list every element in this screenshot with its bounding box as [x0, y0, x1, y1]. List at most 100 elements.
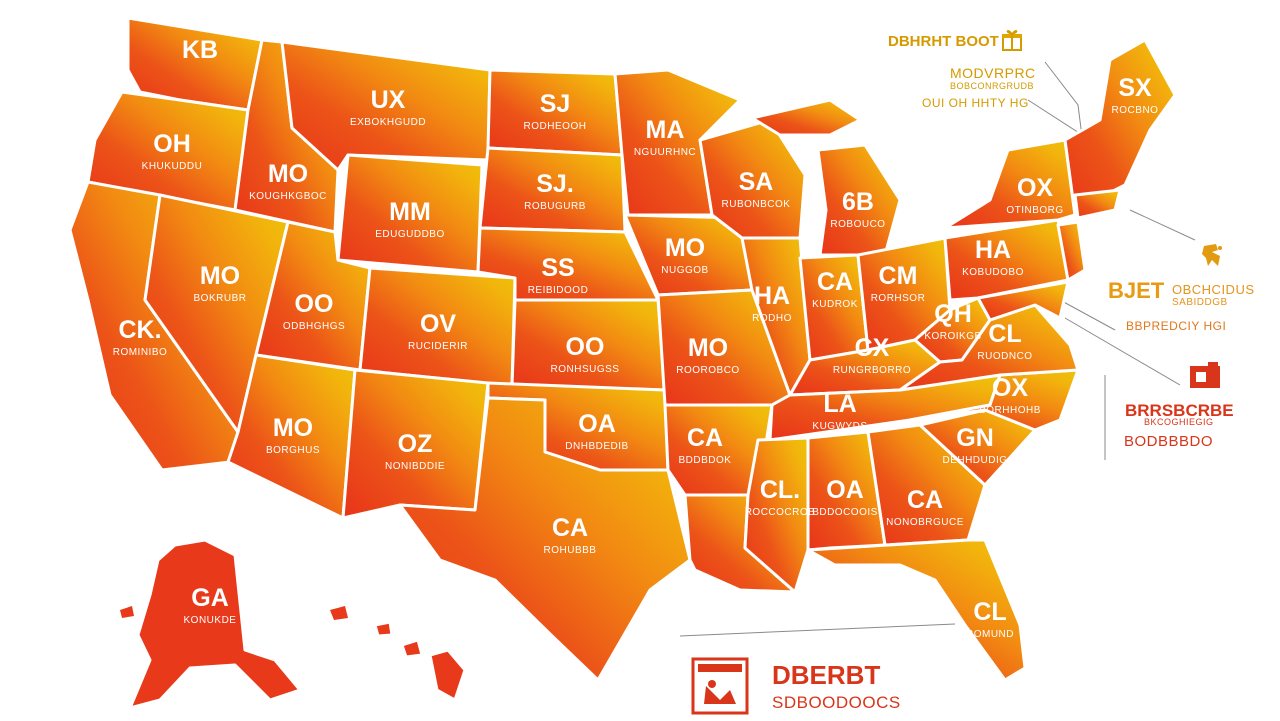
- state-label-maine: SX: [1118, 74, 1152, 102]
- state-sublabel-west-virginia: KOROIKGB: [924, 331, 981, 342]
- state-label-texas: CA: [552, 514, 588, 542]
- state-label-south-carolina: GN: [956, 424, 994, 452]
- state-label-arizona: MO: [273, 414, 313, 442]
- state-label-tennessee: LA: [823, 390, 856, 418]
- state-sublabel-north-dakota: RODHEOOH: [524, 121, 587, 132]
- annotation-right-title: BRRSBCRBE: [1125, 401, 1234, 420]
- state-label-new-york: OX: [1017, 174, 1053, 202]
- state-label-oregon: OH: [153, 130, 191, 158]
- state-sublabel-virginia: RUODNCO: [977, 351, 1032, 362]
- state-sublabel-missouri: ROOROBCO: [676, 365, 739, 376]
- island-2: [120, 606, 134, 618]
- state-label-missouri: MO: [688, 334, 728, 362]
- state-label-kentucky: CX: [855, 334, 890, 362]
- state-label-north-carolina: OX: [992, 374, 1028, 402]
- state-sublabel-kentucky: RUNGRBORRO: [833, 365, 911, 376]
- state-sublabel-montana: EXBOKHGUDD: [350, 117, 426, 128]
- state-label-california: CK.: [118, 316, 161, 344]
- state-sublabel-idaho: KOUGHKGBOC: [249, 191, 327, 202]
- annotation-mid-sub1: OBCHCIDUS: [1172, 282, 1255, 297]
- state-georgia[interactable]: [866, 423, 987, 547]
- state-sublabel-new-mexico: NONIBDDIE: [385, 461, 445, 472]
- state-label-ohio: CM: [879, 262, 918, 290]
- state-sublabel-pennsylvania: KOBUDOBO: [962, 267, 1024, 278]
- state-sublabel-oklahoma: DNHBDEDIB: [565, 441, 628, 452]
- state-label-new-mexico: OZ: [398, 430, 433, 458]
- state-sublabel-california: ROMINIBO: [113, 347, 168, 358]
- state-label-arkansas: CA: [687, 424, 723, 452]
- state-sublabel-alabama: BDDOCOOIS: [812, 507, 878, 518]
- state-label-west-virginia: QH: [934, 300, 972, 328]
- state-florida[interactable]: [806, 538, 1027, 682]
- state-label-indiana: CA: [817, 268, 853, 296]
- state-label-minnesota: MA: [646, 116, 685, 144]
- state-hawaii-1[interactable]: [373, 620, 394, 638]
- state-sublabel-maine: ROCBNO: [1112, 105, 1159, 116]
- state-label-iowa: MO: [665, 234, 705, 262]
- state-label-idaho: MO: [268, 160, 308, 188]
- state-label-mississippi: CL.: [760, 476, 800, 504]
- state-label-south-dakota: SJ.: [536, 170, 574, 198]
- state-label-alabama: OA: [826, 476, 864, 504]
- state-sublabel-mississippi: ROCCOCROB: [745, 507, 816, 518]
- state-sublabel-minnesota: NGUURHNC: [634, 147, 696, 158]
- state-label-montana: UX: [371, 86, 406, 114]
- state-label-nebraska: SS: [541, 254, 574, 282]
- state-new-jersey[interactable]: [1056, 220, 1087, 282]
- state-sublabel-georgia: NONOBRGUCE: [886, 517, 964, 528]
- state-sublabel-colorado: RUCIDERIR: [408, 341, 468, 352]
- gift-icon: [1000, 28, 1024, 52]
- state-sublabel-ohio: RORHSOR: [871, 293, 926, 304]
- state-label-florida: CL: [973, 598, 1006, 626]
- state-north-carolina[interactable]: [908, 368, 1080, 432]
- state-sublabel-alaska: KONUKDE: [184, 615, 237, 626]
- annotation-bottom-title: DBERBT: [772, 660, 881, 690]
- state-label-kansas: OO: [566, 333, 605, 361]
- state-label-wyoming: MM: [389, 198, 431, 226]
- state-labels: KB OH KHUKUDDU CK. ROMINIBO MO KOUGHKGBOC MO BOK…: [113, 36, 1159, 640]
- state-sublabel-arkansas: BDDBDOK: [679, 455, 732, 466]
- state-label-michigan: 6B: [842, 188, 874, 216]
- state-hawaii-2[interactable]: [400, 638, 424, 659]
- state-label-alaska: GA: [191, 584, 229, 612]
- state-sublabel-iowa: NUGGOB: [661, 265, 708, 276]
- annotation-mid-title: BJET: [1108, 278, 1165, 303]
- state-label-utah: OO: [295, 290, 334, 318]
- state-maryland[interactable]: [976, 280, 1070, 322]
- state-label-pennsylvania: HA: [975, 236, 1011, 264]
- state-hawaii-3[interactable]: [428, 648, 467, 702]
- state-sublabel-texas: ROHUBBB: [544, 545, 597, 556]
- state-sublabel-wyoming: EDUGUDDBO: [375, 229, 445, 240]
- state-sublabel-florida: ROMUND: [966, 629, 1014, 640]
- annotation-top-line4: OUI OH HHTY HG: [922, 96, 1029, 110]
- island-1: [330, 606, 348, 620]
- state-label-oklahoma: OA: [578, 410, 616, 438]
- state-sublabel-nebraska: REIBIDOOD: [528, 285, 589, 296]
- annotation-top-title: DBHRHT BOOT: [888, 33, 999, 50]
- state-label-colorado: OV: [420, 310, 456, 338]
- state-arizona[interactable]: [226, 353, 357, 520]
- annotation-right-line3: BODBBBDO: [1124, 433, 1214, 450]
- rooster-icon: [1198, 240, 1228, 270]
- state-texas[interactable]: [398, 396, 692, 682]
- state-connecticut[interactable]: [1073, 188, 1122, 220]
- state-michigan-upper[interactable]: [750, 98, 862, 137]
- annotation-top-line3: BOBCONRGRUDB: [950, 81, 1035, 91]
- state-alaska[interactable]: [128, 538, 302, 710]
- state-label-georgia: CA: [907, 486, 943, 514]
- state-label-nevada: MO: [200, 262, 240, 290]
- state-label-washington: KB: [182, 36, 218, 64]
- state-label-illinois: HA: [754, 282, 790, 310]
- state-sublabel-south-dakota: ROBUGURB: [524, 201, 586, 212]
- state-sublabel-arizona: BORGHUS: [266, 445, 320, 456]
- state-sublabel-wisconsin: RUBONBCOK: [722, 199, 791, 210]
- state-sublabel-north-carolina: BORHHOHB: [979, 405, 1041, 416]
- leader-lines: [679, 61, 1196, 637]
- state-sublabel-illinois: RODHO: [752, 313, 792, 324]
- state-virginia[interactable]: [898, 303, 1080, 392]
- state-sublabel-new-york: OTINBORG: [1006, 205, 1063, 216]
- store-icon: [1186, 360, 1226, 390]
- badge-icon: [690, 656, 750, 716]
- state-sublabel-nevada: BOKRUBR: [194, 293, 247, 304]
